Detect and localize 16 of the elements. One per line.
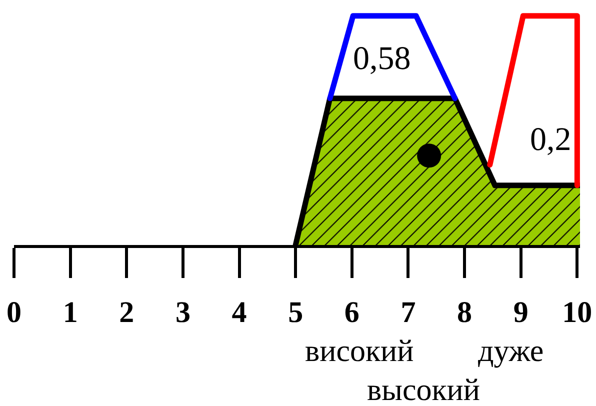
text: высокий — [367, 372, 480, 406]
text: високий — [305, 333, 414, 368]
x-tick-label: 0 — [6, 296, 22, 329]
x-tick-label: 9 — [513, 296, 528, 329]
x-tick-label: 2 — [119, 296, 134, 329]
text: дуже — [478, 333, 544, 368]
x-tick-label: 1 — [62, 296, 78, 329]
x-tick-label: 4 — [232, 296, 247, 329]
annotation: 0,58 — [353, 41, 411, 77]
x-tick-label: 10 — [562, 296, 592, 329]
x-tick-label: 7 — [400, 296, 416, 329]
x-tick-label: 6 — [344, 296, 360, 329]
x-tick-label: 3 — [175, 296, 190, 329]
x-tick-label: 8 — [457, 296, 472, 329]
annotation: 0,2 — [530, 122, 572, 158]
x-tick-label: 5 — [288, 296, 304, 329]
